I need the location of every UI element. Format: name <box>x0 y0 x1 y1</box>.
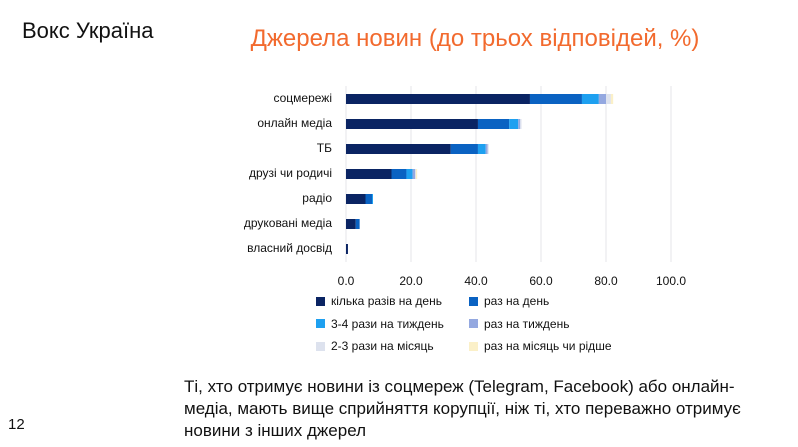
x-tick-label: 60.0 <box>529 274 553 288</box>
x-tick-label: 100.0 <box>655 274 687 288</box>
bar-segment <box>520 119 522 129</box>
legend-item: раз на тиждень <box>469 317 569 331</box>
legend-label: кілька разів на день <box>331 294 442 308</box>
bar-segment <box>487 144 489 154</box>
bar-segment <box>598 94 606 104</box>
category-label: друзі чи родичі <box>248 166 332 180</box>
bar-segment <box>365 194 372 204</box>
bar-segment <box>346 244 348 254</box>
legend-item: 2-3 рази на місяць <box>316 339 434 353</box>
bar-segment <box>581 94 599 104</box>
brand-title: Вокс Україна <box>22 18 154 43</box>
bar-segment <box>415 169 418 179</box>
legend-label: раз на місяць чи рідше <box>484 339 612 353</box>
bar-segment <box>610 94 614 104</box>
x-tick-label: 80.0 <box>594 274 618 288</box>
legend-swatch <box>316 319 325 328</box>
legend-swatch <box>316 296 325 306</box>
x-tick-label: 40.0 <box>464 274 488 288</box>
bar-segment <box>406 169 413 179</box>
bar-segment <box>509 119 519 129</box>
bar-segment <box>346 194 366 204</box>
bar-segment <box>450 144 478 154</box>
x-tick-label: 20.0 <box>399 274 423 288</box>
x-tick-label: 0.0 <box>337 274 355 288</box>
category-label: онлайн медіа <box>257 116 332 130</box>
bar-segment <box>529 94 582 104</box>
bar-segment <box>346 119 478 129</box>
bar-segment <box>346 169 392 179</box>
bar-segment <box>372 194 373 204</box>
bar-segment <box>477 144 486 154</box>
chart-title: Джерела новин (до трьох відповідей, %) <box>250 25 700 52</box>
bar-segment <box>485 144 488 154</box>
legend-item: раз на день <box>469 294 549 308</box>
bar-segment <box>346 144 451 154</box>
legend-label: 3-4 рази на тиждень <box>331 316 444 331</box>
bar-segment <box>606 94 611 104</box>
category-label: ТБ <box>316 141 332 155</box>
bar-segment <box>346 219 356 229</box>
category-label: власний досвід <box>247 241 332 255</box>
bar-segment <box>412 169 416 179</box>
category-label: радіо <box>302 191 332 205</box>
legend-swatch <box>316 341 325 351</box>
legend-item: раз на місяць чи рідше <box>469 339 612 353</box>
bar-segment <box>391 169 407 179</box>
bar-segment <box>346 94 530 104</box>
legend-label: раз на тиждень <box>484 316 570 331</box>
legend-label: раз на день <box>484 294 550 308</box>
legend-label: 2-3 рази на місяць <box>331 339 434 353</box>
legend-swatch <box>469 341 478 351</box>
slide-note: Ті, хто отримує новини із соцмереж (Tele… <box>184 377 741 440</box>
legend-item: кілька разів на день <box>316 294 442 308</box>
page-number: 12 <box>8 416 25 433</box>
bar-segment <box>415 169 417 179</box>
category-label: соцмережі <box>273 91 332 105</box>
category-label: друковані медіа <box>243 216 332 230</box>
bar-segment <box>355 219 360 229</box>
legend-item: 3-4 рази на тиждень <box>316 317 444 331</box>
bar-segment <box>518 119 521 129</box>
bar-segment <box>477 119 510 129</box>
legend-swatch <box>469 319 478 328</box>
legend-swatch <box>469 296 478 306</box>
